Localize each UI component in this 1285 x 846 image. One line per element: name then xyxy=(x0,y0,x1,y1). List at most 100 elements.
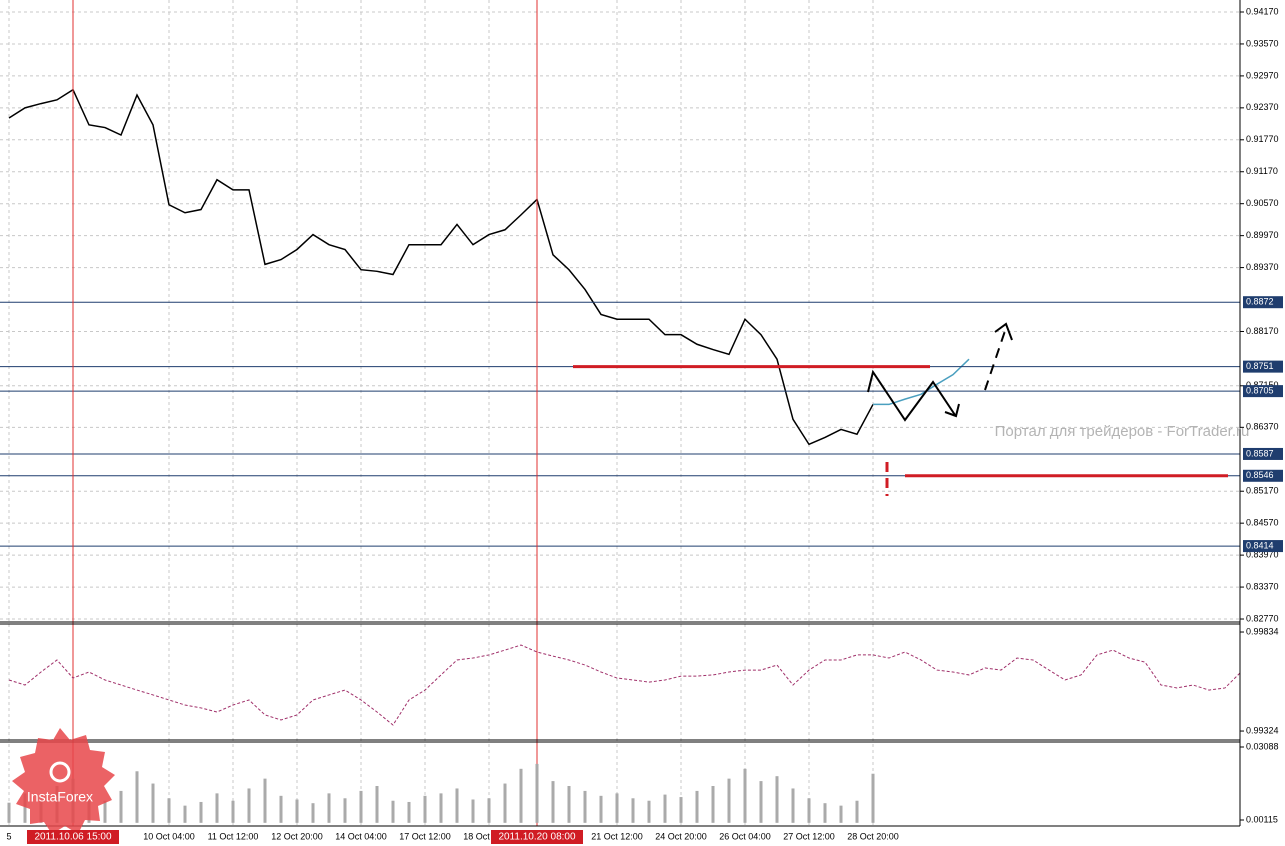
volume-bar xyxy=(503,783,507,823)
x-tick-label: 14 Oct 04:00 xyxy=(335,831,387,841)
volume-bar xyxy=(7,802,11,823)
x-tick-label: 11 Oct 12:00 xyxy=(208,831,259,841)
y-tick-label: 0.86370 xyxy=(1246,422,1279,432)
x-tick-label: 24 Oct 20:00 xyxy=(655,831,707,841)
series-line xyxy=(8,88,874,446)
crosshair-label: 2011.10.06 15:00 xyxy=(34,832,112,843)
x-tick-label: 27 Oct 12:00 xyxy=(783,831,835,841)
volume-bar xyxy=(695,790,699,823)
y-tick-label: 0.88170 xyxy=(1246,326,1279,336)
level-label: 0.8751 xyxy=(1246,361,1274,371)
volume-bar xyxy=(455,788,459,823)
x-tick-label: 18 Oct 20:00 xyxy=(463,831,515,841)
volume-bar xyxy=(343,798,347,823)
volume-bar xyxy=(167,798,171,823)
y-tick-label: 0.93570 xyxy=(1246,38,1279,48)
volume-bar xyxy=(215,793,219,823)
level-label-box xyxy=(1243,469,1283,482)
volume-bar xyxy=(551,781,555,823)
volume-bar xyxy=(759,781,763,823)
volume-bar xyxy=(407,801,411,823)
crosshair-label-box xyxy=(491,830,583,844)
level-label: 0.8546 xyxy=(1246,470,1274,480)
level-label: 0.8872 xyxy=(1246,297,1274,307)
x-tick-label: 21 Oct 12:00 xyxy=(591,831,643,841)
volume-bar xyxy=(839,805,843,823)
y-tick-label: 0.84570 xyxy=(1246,518,1279,528)
x-tick-label: 5 xyxy=(6,831,11,841)
plot xyxy=(0,0,1242,826)
volume-bar xyxy=(823,803,827,823)
crosshair-label-box xyxy=(27,830,119,844)
y-tick-label: 0.03088 xyxy=(1246,741,1279,751)
volume-bar xyxy=(647,800,651,823)
volume-bar xyxy=(23,793,27,823)
level-label-box xyxy=(1243,540,1283,553)
level-label: 0.8587 xyxy=(1246,448,1274,458)
y-tick-label: 0.83370 xyxy=(1246,581,1279,591)
x-tick-label: 17 Oct 12:00 xyxy=(399,831,451,841)
volume-bar xyxy=(279,795,283,823)
level-label: 0.8705 xyxy=(1246,385,1274,395)
watermark: Портал для трейдеров - ForTrader.ru xyxy=(995,423,1250,440)
volume-bar xyxy=(679,797,683,823)
volume-bar xyxy=(183,805,187,823)
volume-bar xyxy=(599,795,603,823)
level-label-box xyxy=(1243,385,1283,398)
y-tick-label: 0.00115 xyxy=(1246,814,1278,824)
y-tick-label: 0.89970 xyxy=(1246,230,1279,240)
volume-bar xyxy=(263,778,267,823)
volume-bar xyxy=(663,794,667,823)
volume-bar xyxy=(375,786,379,823)
volume-bar xyxy=(567,786,571,823)
y-tick-label: 0.83970 xyxy=(1246,549,1279,559)
volume-bar xyxy=(135,771,139,823)
volume-bar xyxy=(775,776,779,823)
volume-bar xyxy=(871,773,875,823)
volume-bar xyxy=(439,793,443,823)
y-tick-label: 0.94170 xyxy=(1246,6,1279,16)
scenario-arrow xyxy=(867,369,956,422)
volume-bar xyxy=(535,763,539,823)
logo: InstaForex xyxy=(12,728,115,834)
x-tick-label: 28 Oct 20:00 xyxy=(847,831,899,841)
y-tick-label: 0.99834 xyxy=(1246,626,1279,636)
y-tick-label: 0.89370 xyxy=(1246,262,1279,272)
volume-bar xyxy=(711,786,715,823)
volume-bar xyxy=(423,795,427,823)
volume-bar xyxy=(199,801,203,823)
volume-bar xyxy=(247,788,251,823)
arrow-head xyxy=(944,403,960,418)
volume-bar xyxy=(855,800,859,823)
y-tick-label: 0.91170 xyxy=(1246,166,1278,176)
series-line xyxy=(873,358,970,406)
volume-bar xyxy=(103,800,107,823)
x-tick-label: 10 Oct 04:00 xyxy=(143,831,195,841)
volume-bar xyxy=(295,799,299,823)
volume-bar xyxy=(727,778,731,823)
overlay: 5 10 Oct 04:00 11 Oct 12:00 12 Oct 20:00 14 … xyxy=(6,6,1283,844)
volume-bar xyxy=(231,800,235,823)
volume-bar xyxy=(487,798,491,823)
grid xyxy=(0,0,1240,826)
volume-bar xyxy=(631,798,635,823)
logo-icon xyxy=(49,761,71,783)
y-tick-label: 0.82770 xyxy=(1246,613,1279,623)
volume-bar xyxy=(119,790,123,823)
y-tick-label: 0.92970 xyxy=(1246,70,1279,80)
series-line xyxy=(8,644,1242,726)
volume-bar xyxy=(391,800,395,823)
x-tick-label: 26 Oct 04:00 xyxy=(719,831,771,841)
volume-bar xyxy=(615,793,619,823)
arrow-head xyxy=(994,322,1013,341)
level-label: 0.8414 xyxy=(1246,540,1274,550)
volume-bar xyxy=(791,788,795,823)
volume-bar xyxy=(807,798,811,823)
y-tick-label: 0.91770 xyxy=(1246,134,1279,144)
volume-bar xyxy=(151,783,155,823)
crosshair-label: 2011.10.20 08:00 xyxy=(498,832,576,843)
level-label-box xyxy=(1243,296,1283,309)
volume-bar xyxy=(311,803,315,823)
